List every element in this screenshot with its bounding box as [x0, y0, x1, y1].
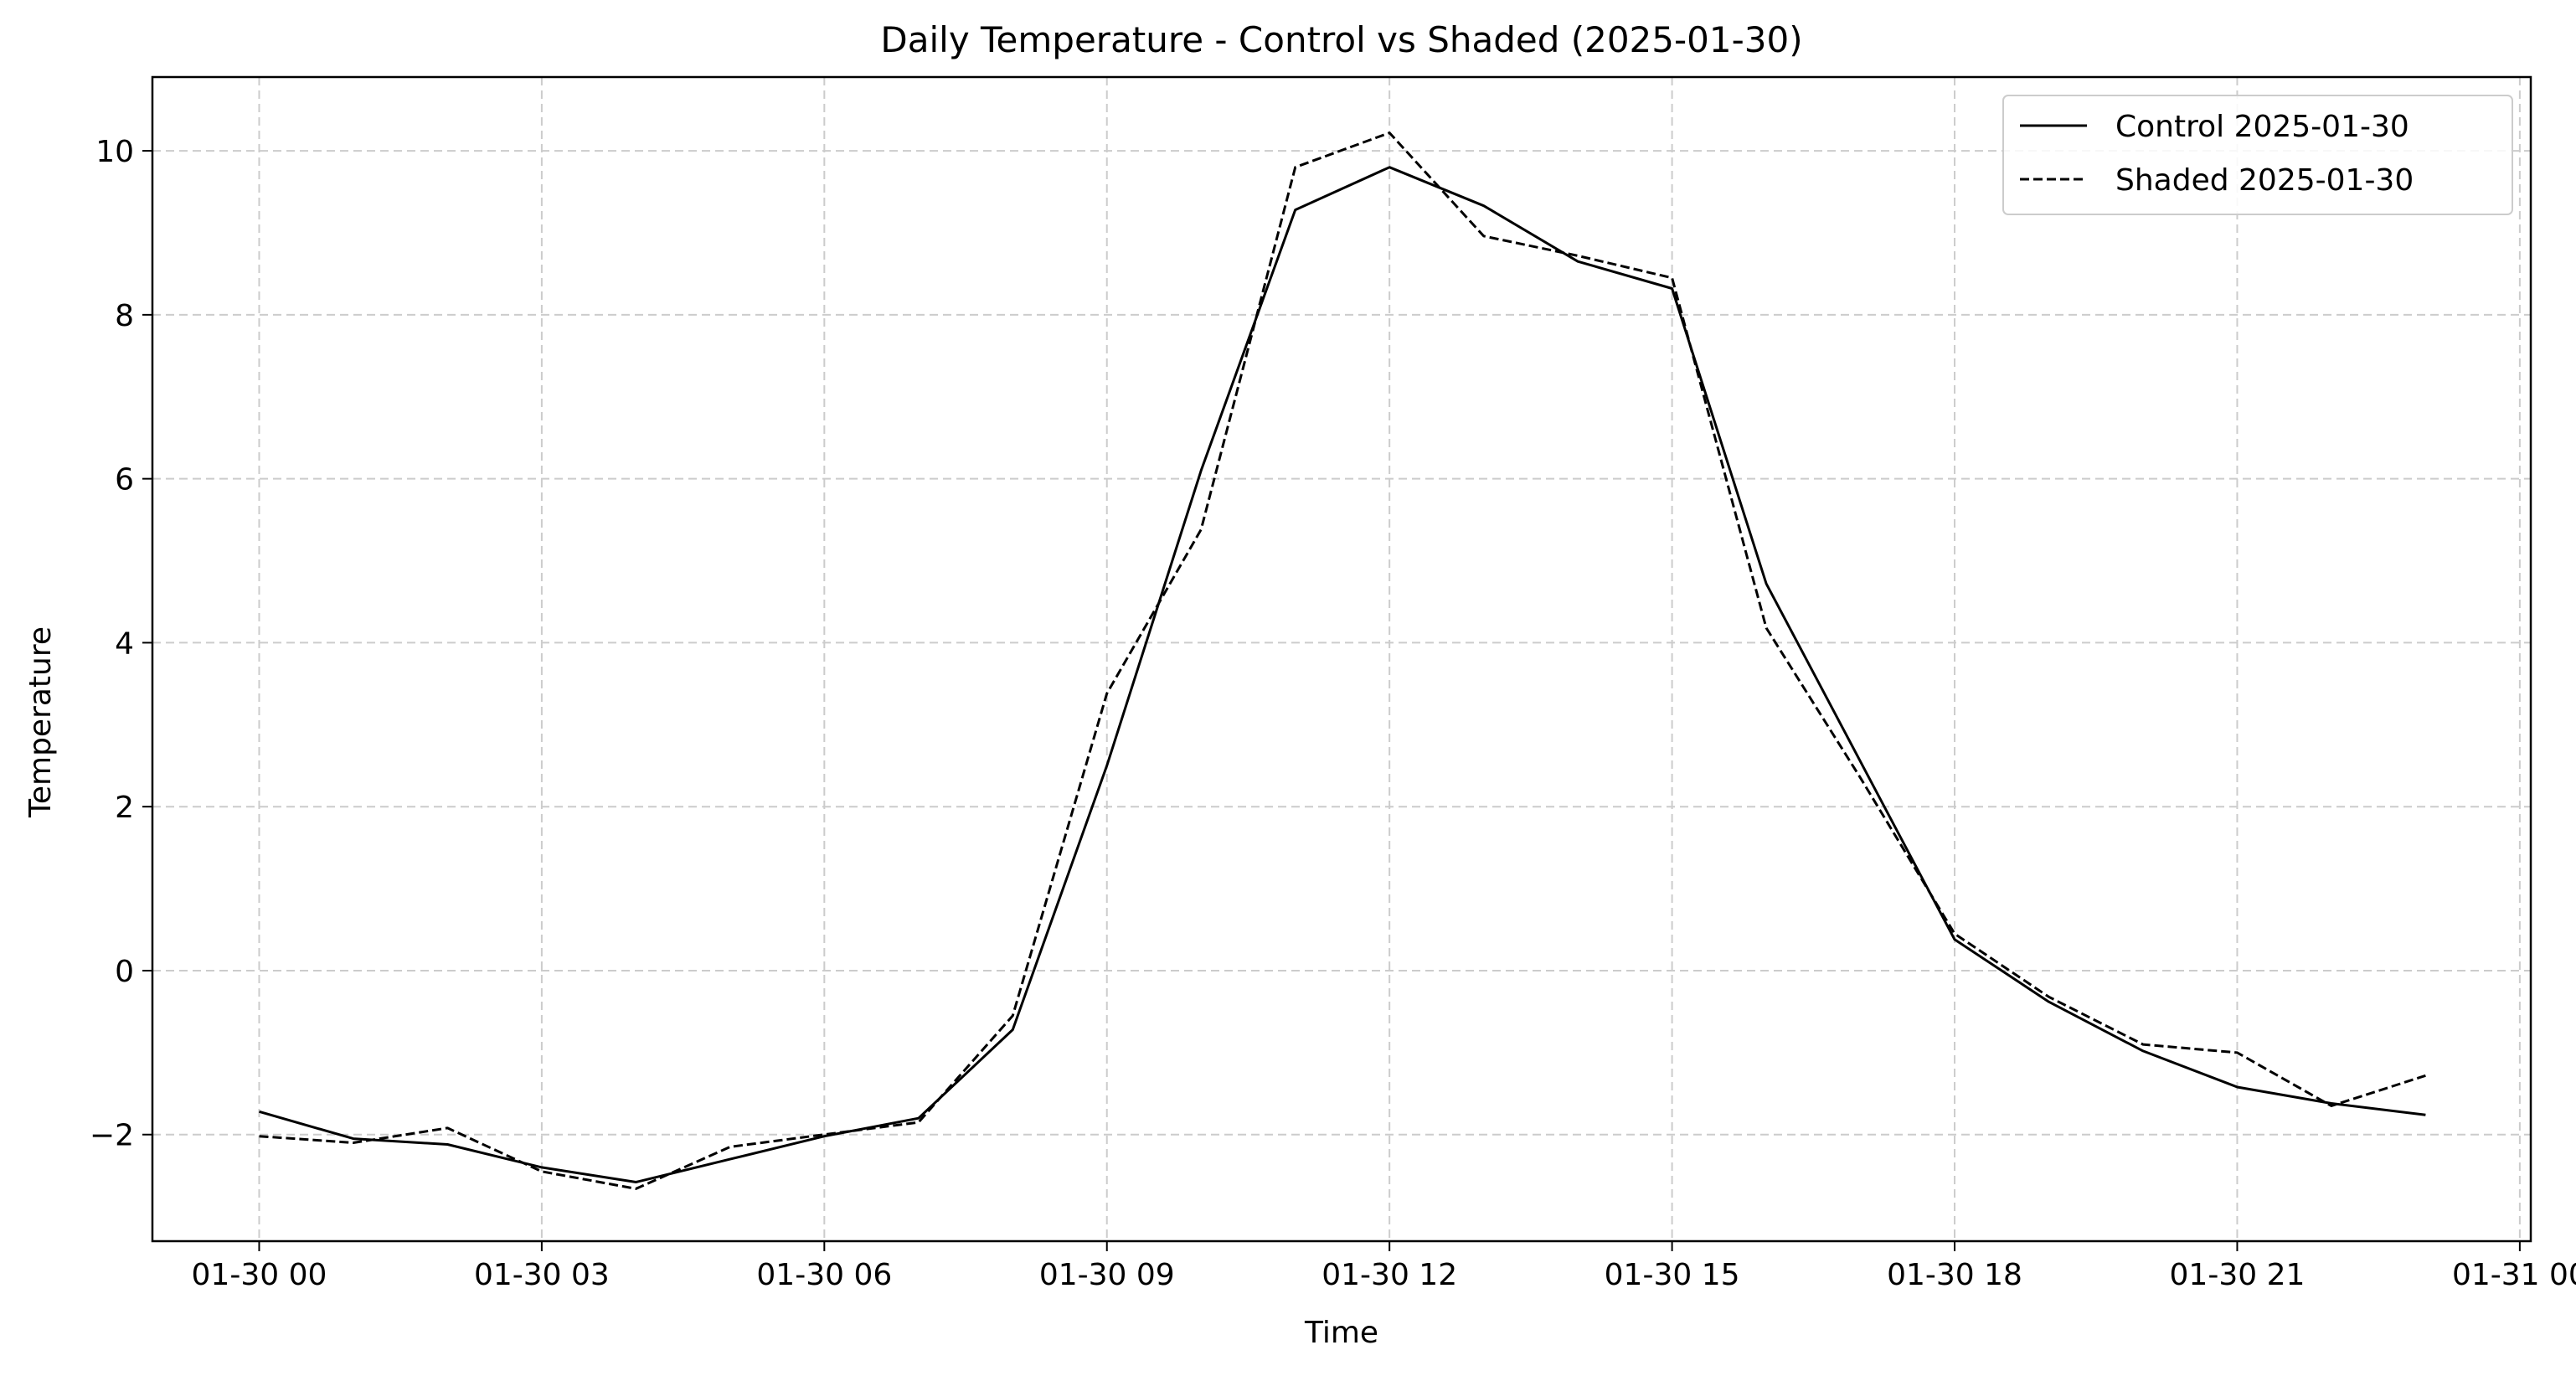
series-line-control [259, 166, 2426, 1183]
y-axis-ticks: −2 0 2 4 6 8 10 [90, 135, 152, 1153]
y-tick-label: −2 [90, 1119, 134, 1153]
x-tick-label: 01-30 15 [1605, 1258, 1740, 1292]
y-tick-label: 6 [115, 463, 134, 497]
x-tick-label: 01-30 00 [192, 1258, 327, 1292]
legend-label: Shaded 2025-01-30 [2115, 163, 2414, 198]
grid-lines [152, 77, 2531, 1241]
chart-title: Daily Temperature - Control vs Shaded (2… [880, 19, 1802, 60]
legend: Control 2025-01-30 Shaded 2025-01-30 [2002, 95, 2513, 215]
x-tick-label: 01-31 00 [2452, 1258, 2576, 1292]
x-tick-label: 01-30 06 [756, 1258, 892, 1292]
x-tick-label: 01-30 09 [1039, 1258, 1175, 1292]
y-tick-label: 10 [95, 135, 134, 169]
legend-label: Control 2025-01-30 [2115, 110, 2409, 144]
x-tick-label: 01-30 18 [1887, 1258, 2022, 1292]
x-axis-ticks: 01-30 00 01-30 03 01-30 06 01-30 09 01-30 12… [192, 1241, 2576, 1292]
x-tick-label: 01-30 03 [474, 1258, 610, 1292]
plot-area-frame [151, 75, 2532, 1243]
y-tick-label: 4 [115, 626, 134, 661]
x-tick-label: 01-30 12 [1321, 1258, 1457, 1292]
y-tick-label: 2 [115, 791, 134, 825]
legend-box [2002, 95, 2513, 215]
series-line-shaded [259, 131, 2426, 1190]
x-axis-label: Time [1304, 1316, 1378, 1350]
y-tick-label: 8 [115, 299, 134, 333]
x-tick-label: 01-30 21 [2170, 1258, 2306, 1292]
y-axis-label: Temperature [23, 626, 58, 818]
series-lines [259, 131, 2426, 1190]
y-tick-label: 0 [115, 955, 134, 989]
